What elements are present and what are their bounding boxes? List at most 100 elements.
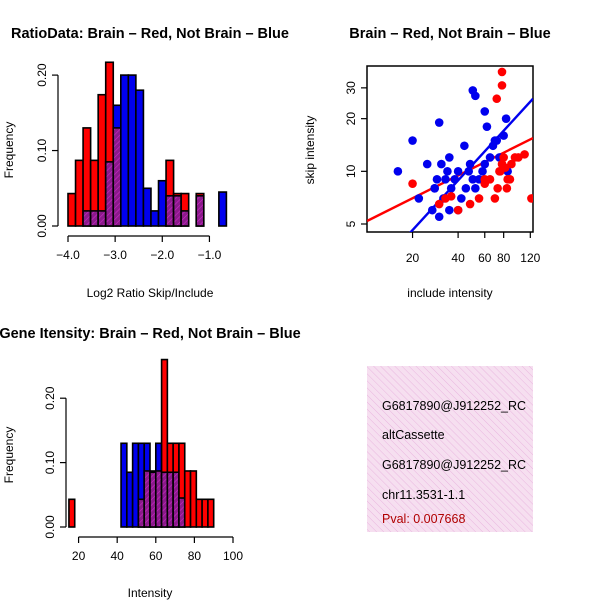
ratio-bar-overlap [112,127,122,227]
intensity-bar-brain [189,470,198,528]
scatter-point-notbrain [450,175,460,184]
scatter-point-brain [507,159,516,169]
ratio-x-tick-label: −2.0 [150,248,174,262]
ratio-bar-brain [67,192,77,227]
ratio-histogram-bars [67,61,228,227]
scatter-title: Brain – Red, Not Brain – Blue [349,26,550,42]
intensity-bar-overlap [149,471,157,528]
ratio-x-tick-label: −4.0 [56,248,80,262]
scatter-point-brain [492,94,502,104]
ratio-bar-overlap [165,195,175,227]
scatter-point-brain [497,67,507,77]
scatter-point-notbrain [414,194,424,203]
ratio-bar-overlap [104,161,115,227]
scatter-point-brain [453,205,463,215]
intensity-bar-overlap [166,471,174,528]
scatter-point-notbrain [480,159,490,169]
intensity-x-tick-label: 60 [149,549,163,563]
intensity-bar-overlap [137,498,146,528]
scatter-point-brain [520,150,529,159]
ratio-y-tick-label: 0.20 [35,63,49,87]
intensity-y-tick-label: 0.20 [43,386,57,410]
scatter-point-notbrain [453,167,463,176]
gene-info-panel: G6817890@J912252_RC altCassette G6817890… [367,366,600,532]
scatter-point-notbrain [464,167,474,176]
scatter-y-tick-label: 5 [344,220,358,227]
scatter-point-notbrain [492,136,502,145]
scatter-point-brain [490,194,500,203]
scatter-point-notbrain [445,205,454,215]
intensity-bar-overlap [178,497,186,528]
intensity-histogram-xlabel: Intensity [128,586,173,600]
fit-line-brain [367,136,533,223]
intensity-bar-overlap [172,471,180,528]
ratio-histogram-axes: 0.00 0.10 0.20 −4.0 −3.0 −2.0 −1.0 [35,63,222,262]
intensity-bar-notbrain [131,442,140,528]
intensity-x-tick-label: 100 [223,549,243,563]
scatter-ylabel: skip intensity [303,116,317,185]
scatter-point-brain [434,199,444,209]
ratio-bar-overlap [89,210,99,227]
ratio-bar-notbrain [150,210,160,227]
intensity-bar-brain [183,470,192,528]
location-text: chr11.3531-1.1 [382,488,465,502]
scatter-xlabel: include intensity [407,286,492,300]
intensity-histogram-axes: 0.00 0.10 0.20 20 40 60 80 100 [43,386,243,563]
scatter-point-notbrain [482,122,492,131]
ratio-bar-notbrain [135,89,145,227]
ratio-bar-overlap [195,195,205,227]
scatter-point-brain [465,199,475,209]
intensity-bar-brain [195,498,203,528]
intensity-x-tick-label: 80 [188,549,202,563]
scatter-point-notbrain [485,153,495,162]
intensity-bar-brain [68,498,76,528]
ratio-bar-overlap [97,210,107,227]
scatter-point-notbrain [446,183,456,193]
ratio-y-tick-label: 0.00 [35,214,49,238]
scatter-point-notbrain [461,183,471,193]
ratio-bar-overlap [180,210,190,227]
scatter-point-notbrain [422,159,432,169]
intensity-histogram-title: Gene Itensity: Brain – Red, Not Brain – … [0,326,301,342]
ratio-bar-overlap [82,210,92,227]
scatter-y-tick-label: 30 [344,81,358,95]
scatter-point-brain [499,153,508,162]
scatter-point-notbrain [478,167,487,176]
scatter-point-notbrain [408,136,417,145]
event-type-text: altCassette [382,428,445,442]
intensity-histogram-bars [68,358,215,528]
ratio-histogram-title: RatioData: Brain – Red, Not Brain – Blue [11,26,289,42]
ratio-bar-brain [97,93,107,227]
ratio-x-tick-label: −3.0 [103,248,127,262]
scatter-point-notbrain [465,159,475,169]
intensity-y-tick-label: 0.00 [43,515,57,539]
ratio-histogram-xlabel: Log2 Ratio Skip/Include [87,286,214,300]
pvalue-text: Pval: 0.007668 [382,512,465,526]
intensity-bar-brain [207,498,215,528]
intensity-x-tick-label: 20 [72,549,86,563]
scatter-point-brain [446,191,456,201]
scatter-plot-box [366,65,534,233]
scatter-point-notbrain [471,183,480,193]
scatter-y-tick-label: 20 [344,112,358,126]
intensity-bar-notbrain [126,471,134,528]
scatter-point-brain [493,183,502,193]
intensity-bar-overlap [143,470,151,528]
ratio-bar-notbrain [127,74,137,227]
scatter-x-tick-label: 40 [451,251,465,265]
scatter-point-notbrain [468,175,478,184]
scatter-panel: Brain – Red, Not Brain – Blue 20 40 60 80 12… [303,26,551,300]
scatter-point-notbrain [457,194,466,203]
scatter-point-brain [474,194,484,203]
ratio-bar-notbrain [218,191,228,227]
scatter-point-brain [408,179,417,188]
ratio-bar-notbrain [142,187,152,227]
scatter-point-notbrain [441,175,450,184]
scatter-point-brain [527,194,533,203]
scatter-point-notbrain [460,141,469,151]
intensity-histogram-ylabel: Frequency [2,427,16,484]
ratio-bar-overlap [172,195,182,227]
scatter-point-notbrain [437,159,446,169]
scatter-point-notbrain [471,91,480,101]
